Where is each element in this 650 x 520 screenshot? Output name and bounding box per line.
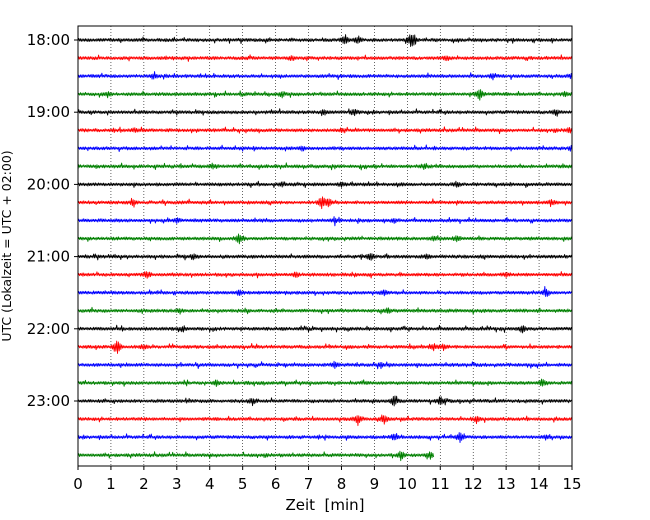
x-tick-label: 14 [530, 475, 549, 493]
x-tick-label: 4 [205, 475, 215, 493]
x-tick-label: 0 [73, 475, 83, 493]
trace-1845 [77, 89, 573, 101]
x-tick-label: 12 [464, 475, 483, 493]
x-tick-label: 6 [271, 475, 281, 493]
x-axis-ticks: 0 1 2 3 4 5 6 7 8 9 10 11 12 13 14 15 [73, 466, 582, 493]
trace-1945 [77, 162, 573, 171]
trace-2100 [77, 253, 573, 261]
trace-2030 [77, 216, 573, 227]
trace-2000 [77, 180, 573, 189]
trace-2300 [77, 395, 573, 407]
trace-2345 [77, 450, 435, 462]
y-tick-label: 22:00 [27, 320, 70, 338]
x-tick-label: 3 [172, 475, 182, 493]
trace-1900 [77, 108, 573, 117]
trace-2330 [77, 432, 573, 444]
y-tick-label: 20:00 [27, 175, 70, 193]
y-tick-label: 23:00 [27, 392, 70, 410]
trace-1800 [77, 34, 573, 47]
y-axis-ticks: 18:00 19:00 20:00 21:00 22:00 23:00 [27, 31, 78, 410]
trace-1830 [77, 71, 573, 81]
trace-2215 [77, 340, 573, 354]
plot-frame [77, 25, 573, 467]
trace-2015 [77, 196, 573, 210]
y-tick-label: 19:00 [27, 103, 70, 121]
trace-2230 [77, 360, 573, 370]
trace-2130 [77, 286, 573, 297]
x-tick-label: 9 [370, 475, 380, 493]
x-tick-label: 10 [398, 475, 417, 493]
trace-2200 [77, 324, 573, 334]
grid-lines [110, 26, 540, 466]
seismic-traces [77, 34, 573, 462]
x-tick-label: 2 [139, 475, 149, 493]
trace-2045 [77, 233, 573, 245]
x-tick-label: 15 [562, 475, 581, 493]
x-tick-label: 11 [431, 475, 450, 493]
trace-1915 [77, 126, 573, 135]
trace-1930 [77, 144, 573, 153]
trace-2115 [77, 271, 573, 279]
x-tick-label: 7 [304, 475, 314, 493]
trace-2315 [77, 414, 573, 427]
y-axis-label: UTC (Lokalzeit = UTC + 02:00) [0, 150, 14, 341]
x-axis-label: Zeit [min] [285, 496, 364, 514]
trace-2245 [77, 378, 573, 388]
x-tick-label: 13 [497, 475, 516, 493]
trace-2145 [77, 306, 573, 315]
trace-1815 [77, 54, 573, 62]
x-tick-label: 8 [337, 475, 347, 493]
x-tick-label: 5 [238, 475, 248, 493]
x-tick-label: 1 [106, 475, 116, 493]
y-tick-label: 21:00 [27, 248, 70, 266]
y-tick-label: 18:00 [27, 31, 70, 49]
